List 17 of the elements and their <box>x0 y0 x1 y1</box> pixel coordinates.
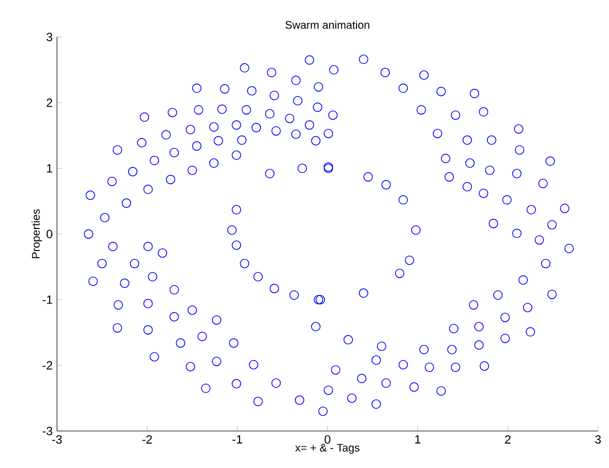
y-tick-label: 0 <box>46 230 52 238</box>
x-tick-label: -2 <box>142 435 152 444</box>
y-tick-label: -1 <box>42 296 52 304</box>
chart-title: Swarm animation <box>286 20 370 29</box>
x-tick-label: -1 <box>232 435 242 444</box>
y-tick-label: 1 <box>47 164 52 172</box>
y-axis-title: Properties <box>32 209 42 258</box>
x-tick-label: -3 <box>52 435 62 444</box>
y-tick-label: -2 <box>42 361 52 370</box>
x-tick-label: 1 <box>415 435 420 444</box>
x-tick-label: 0 <box>324 435 330 444</box>
y-tick-label: 2 <box>46 98 52 107</box>
y-tick-label: 3 <box>46 32 52 42</box>
y-tick-label: -3 <box>42 426 52 436</box>
x-tick-label: 3 <box>595 435 601 444</box>
x-tick-label: 2 <box>505 435 511 444</box>
x-axis-title: x= + & - Tags <box>295 444 360 454</box>
